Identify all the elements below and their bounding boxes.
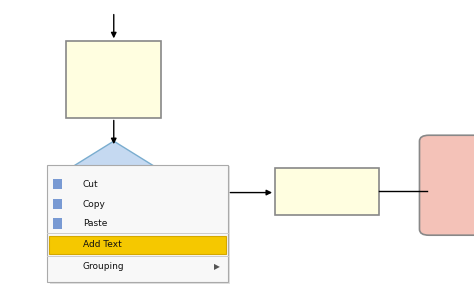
Text: Paste: Paste — [83, 219, 107, 228]
Text: Copy: Copy — [83, 200, 106, 208]
Bar — [47, 165, 228, 282]
Text: Add Text: Add Text — [83, 240, 122, 249]
Bar — [275, 168, 379, 215]
Bar — [49, 235, 226, 254]
Text: ▶: ▶ — [214, 263, 220, 271]
Bar — [50, 166, 230, 284]
Bar — [66, 41, 161, 118]
Text: Cut: Cut — [83, 180, 99, 188]
Bar — [53, 179, 62, 189]
Bar — [53, 218, 62, 228]
Text: Grouping: Grouping — [83, 263, 125, 271]
Polygon shape — [66, 141, 161, 200]
Bar — [53, 199, 62, 209]
FancyBboxPatch shape — [419, 135, 474, 235]
